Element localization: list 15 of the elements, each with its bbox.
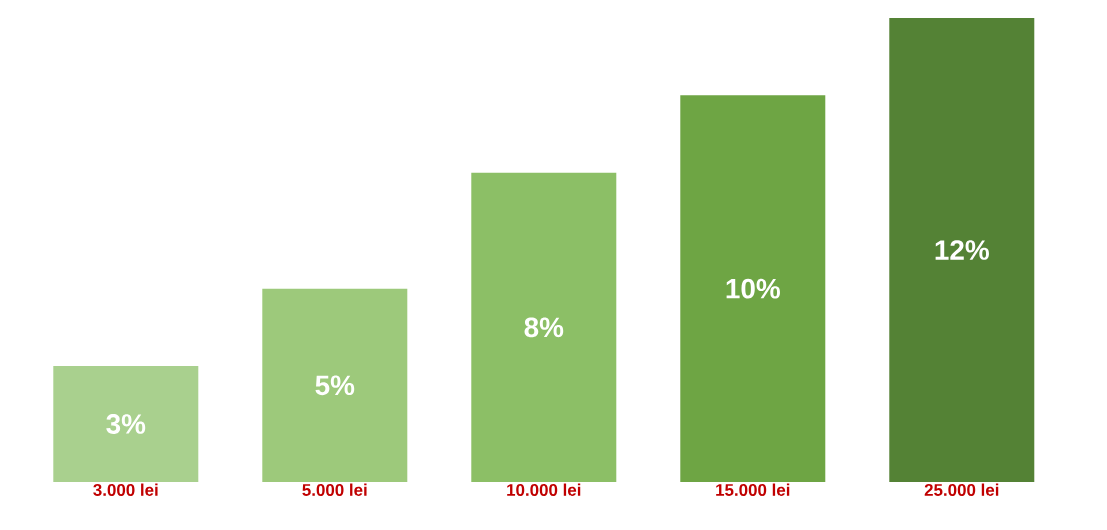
x-tick-label: 10.000 lei	[507, 483, 581, 496]
bar	[680, 95, 826, 482]
bar	[262, 288, 408, 482]
data-label: 12%	[935, 240, 989, 260]
data-label: 5%	[315, 375, 355, 396]
data-label: 3%	[106, 414, 146, 434]
bar	[889, 17, 1035, 482]
data-label: 8%	[524, 317, 564, 338]
bar	[471, 172, 617, 482]
bar	[53, 366, 199, 482]
x-tick-label: 25.000 lei	[924, 483, 999, 496]
x-tick-label: 5.000 lei	[302, 483, 367, 496]
x-tick-label: 15.000 lei	[716, 483, 790, 496]
data-label: 10%	[726, 278, 780, 299]
x-tick-label: 3.000 lei	[93, 483, 158, 496]
